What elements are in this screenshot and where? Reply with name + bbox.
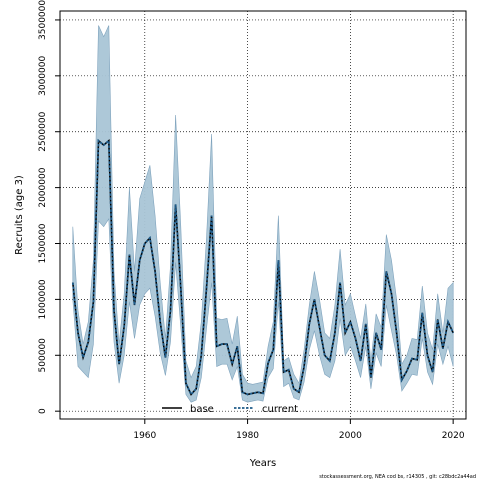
y-tick-label: 2500000 (38, 111, 48, 151)
plot-frame (59, 10, 467, 420)
x-axis-label: Years (249, 458, 276, 469)
y-tick-label: 1000000 (38, 279, 48, 319)
x-axis: 1960 1980 2000 2020 (133, 419, 465, 441)
x-tick-label: 1980 (236, 431, 259, 441)
y-axis-label: Recruits (age 3) (14, 175, 25, 255)
legend-label-base: base (190, 404, 214, 415)
confidence-band (72, 25, 454, 403)
y-tick-label: 3500000 (38, 0, 48, 40)
y-axis: 0 500000 1000000 1500000 2000000 2500000 30000… (38, 0, 60, 414)
footer-source-text: stockassessment.org, NEA cod bs, r14305 … (319, 474, 476, 480)
legend: base current (162, 404, 298, 415)
legend-label-current: current (262, 404, 298, 415)
y-tick-label: 500000 (38, 338, 48, 373)
x-tick-label: 2000 (339, 431, 362, 441)
y-tick-label: 2000000 (38, 167, 48, 207)
x-tick-label: 1960 (133, 431, 156, 441)
series-line-current (71, 138, 455, 397)
y-tick-label: 3000000 (38, 56, 48, 96)
y-tick-label: 0 (38, 408, 48, 414)
y-tick-label: 1500000 (38, 223, 48, 263)
x-tick-label: 2020 (442, 431, 465, 441)
